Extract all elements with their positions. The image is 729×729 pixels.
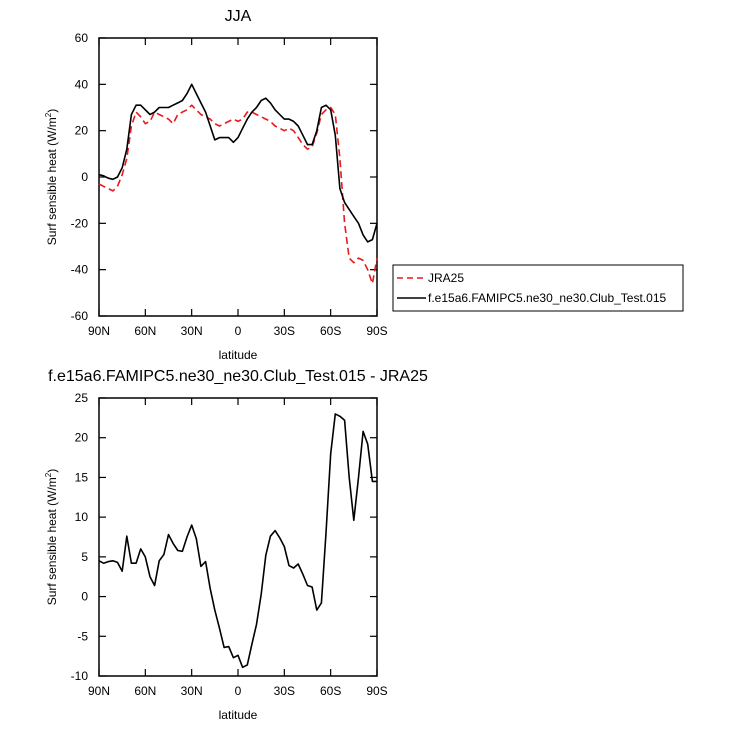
top-y-axis-label-sup: 2	[44, 112, 53, 117]
top-x-axis-label: latitude	[219, 348, 258, 362]
legend-box	[392, 264, 684, 312]
bottom-y-tick-label: 15	[75, 470, 89, 484]
top-x-tick-label: 0	[235, 324, 242, 338]
bottom-y-tick-label: 5	[81, 550, 88, 564]
bottom-y-tick-label: 0	[81, 590, 88, 604]
top-y-axis-label-tail: )	[45, 109, 59, 113]
bottom-y-axis-label-sup: 2	[44, 472, 53, 477]
bottom-y-ticks: -10 -5 0 5 10 15 20 25	[71, 391, 377, 683]
bottom-y-tick-label: 20	[75, 431, 89, 445]
bottom-x-tick-label: 0	[235, 684, 242, 698]
bottom-y-tick-label: 10	[75, 510, 89, 524]
bottom-y-axis-label-main: Surf sensible heat (W/m	[45, 477, 59, 605]
bottom-panel-difference: f.e15a6.FAMIPC5.ne30_ne30.Club_Test.015 …	[44, 368, 428, 722]
top-y-tick-label: -40	[71, 263, 89, 277]
bottom-x-ticks: 90N 60N 30N 0 30S 60S 90S	[88, 398, 388, 698]
bottom-plot-frame	[98, 397, 378, 677]
top-series-line-0	[98, 104, 378, 285]
bottom-y-tick-label: 25	[75, 391, 89, 405]
bottom-y-tick-label: -10	[71, 669, 89, 683]
bottom-x-tick-label: 30N	[181, 684, 203, 698]
bottom-x-axis-label: latitude	[219, 708, 258, 722]
top-y-tick-label: 60	[75, 31, 89, 45]
bottom-series-line-0	[98, 413, 377, 669]
top-y-axis-label-main: Surf sensible heat (W/m	[45, 117, 59, 245]
top-y-ticks: -60 -40 -20 0 20 40 60	[71, 31, 377, 323]
top-x-tick-label: 60N	[134, 324, 156, 338]
top-x-tick-label: 30N	[181, 324, 203, 338]
legend: JRA25 f.e15a6.FAMIPC5.ne30_ne30.Club_Tes…	[392, 264, 684, 312]
top-x-tick-label: 60S	[320, 324, 341, 338]
bottom-x-tick-label: 30S	[274, 684, 295, 698]
bottom-y-axis-label-tail: )	[45, 469, 59, 473]
top-y-tick-label: 40	[75, 77, 89, 91]
top-y-tick-label: 20	[75, 124, 89, 138]
top-x-tick-label: 90N	[88, 324, 110, 338]
legend-label-jra25: JRA25	[428, 271, 464, 285]
top-x-tick-label: 30S	[274, 324, 295, 338]
top-plot-frame	[98, 37, 378, 317]
bottom-series-lines	[98, 413, 377, 669]
bottom-x-tick-label: 60N	[134, 684, 156, 698]
top-x-tick-label: 90S	[366, 324, 387, 338]
legend-label-model: f.e15a6.FAMIPC5.ne30_ne30.Club_Test.015	[428, 291, 666, 305]
top-x-ticks: 90N 60N 30N 0 30S 60S 90S	[88, 38, 388, 338]
top-chart-title: JJA	[225, 8, 252, 25]
bottom-chart-title: f.e15a6.FAMIPC5.ne30_ne30.Club_Test.015 …	[48, 368, 428, 385]
top-y-tick-label: -60	[71, 309, 89, 323]
top-y-tick-label: 0	[81, 170, 88, 184]
bottom-x-tick-label: 60S	[320, 684, 341, 698]
bottom-x-tick-label: 90S	[366, 684, 387, 698]
bottom-y-tick-label: -5	[77, 629, 88, 643]
top-y-tick-label: -20	[71, 216, 89, 230]
bottom-x-tick-label: 90N	[88, 684, 110, 698]
top-series-line-1	[98, 83, 378, 243]
bottom-y-axis-label: Surf sensible heat (W/m2)	[44, 469, 59, 606]
top-panel-mean-sensible-heat: JJA 90N 60N 30N 0 30S 60S 90S -60 -40 -20 0 20 40 60…	[44, 8, 684, 362]
top-y-axis-label: Surf sensible heat (W/m2)	[44, 109, 59, 246]
top-series-lines	[98, 83, 378, 285]
